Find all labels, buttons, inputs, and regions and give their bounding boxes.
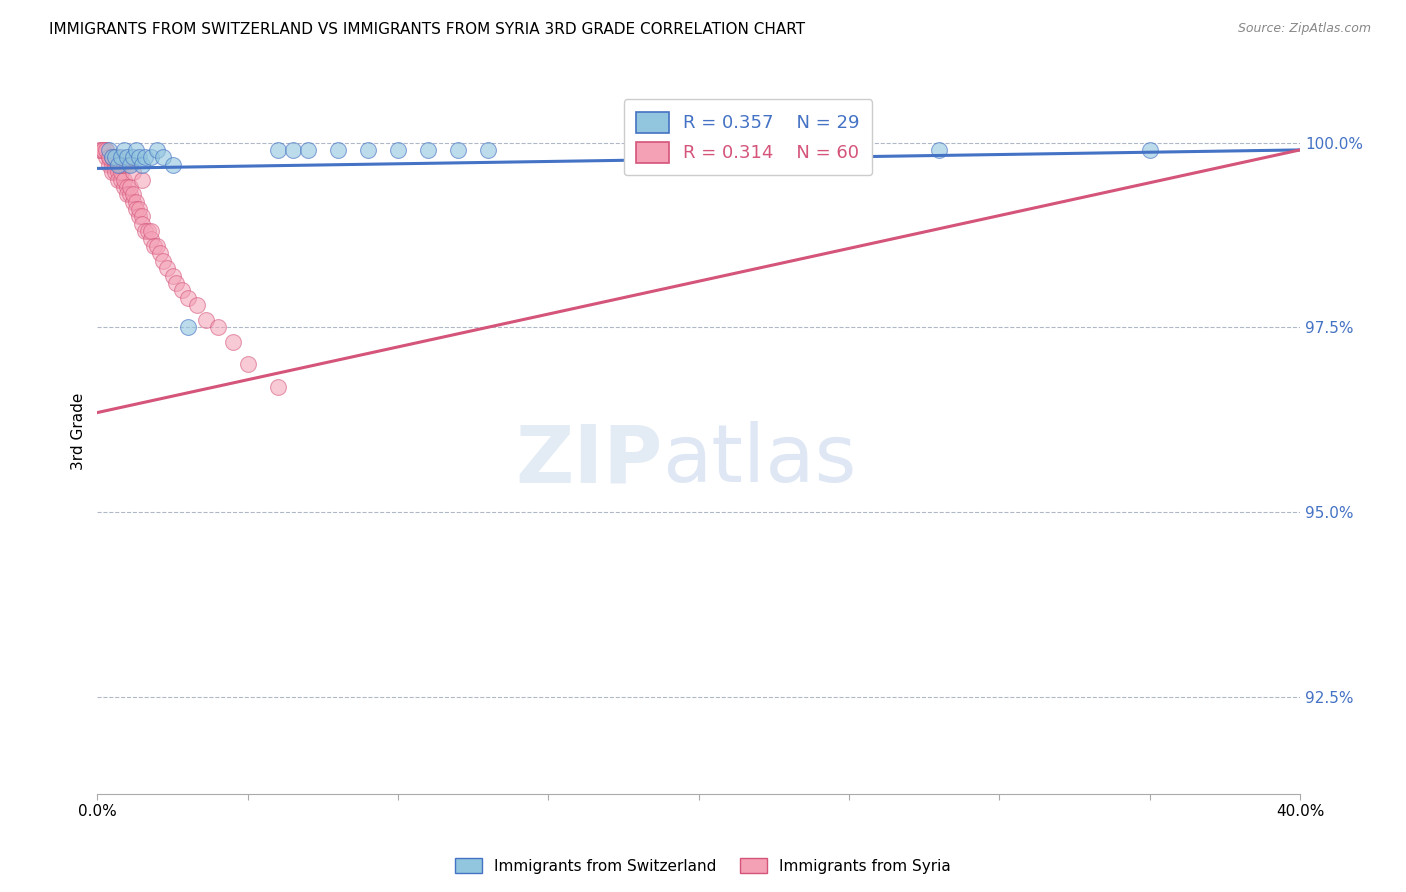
Point [110, 165, 132, 179]
Point [326, 143, 349, 157]
Point [120, 180, 142, 194]
Point [1139, 143, 1161, 157]
Point [128, 202, 150, 216]
Point [112, 180, 135, 194]
Point [110, 158, 132, 172]
Point [155, 261, 177, 276]
Point [96, 143, 118, 157]
Point [165, 276, 187, 290]
Point [117, 158, 139, 172]
Point [416, 143, 439, 157]
Point [104, 158, 127, 172]
Point [207, 320, 229, 334]
Point [134, 224, 156, 238]
Point [146, 239, 169, 253]
Point [104, 150, 127, 164]
Point [107, 172, 129, 186]
Point [152, 150, 174, 164]
Point [112, 143, 135, 157]
Point [122, 165, 145, 179]
Point [162, 158, 184, 172]
Point [112, 158, 135, 172]
Point [89, 143, 111, 157]
Legend: Immigrants from Switzerland, Immigrants from Syria: Immigrants from Switzerland, Immigrants … [449, 852, 957, 880]
Y-axis label: 3rd Grade: 3rd Grade [72, 392, 86, 470]
Point [104, 150, 127, 164]
Point [98, 158, 121, 172]
Point [267, 379, 290, 393]
Point [477, 143, 499, 157]
Point [96, 143, 118, 157]
Point [122, 187, 145, 202]
Point [131, 210, 153, 224]
Point [125, 202, 148, 216]
Point [107, 158, 129, 172]
Point [141, 150, 163, 164]
Point [146, 143, 169, 157]
Point [281, 143, 304, 157]
Point [297, 143, 319, 157]
Point [101, 150, 124, 164]
Point [101, 158, 124, 172]
Point [162, 268, 184, 283]
Point [131, 158, 153, 172]
Text: Source: ZipAtlas.com: Source: ZipAtlas.com [1237, 22, 1371, 36]
Point [93, 143, 115, 157]
Point [98, 150, 121, 164]
Point [221, 335, 243, 350]
Point [186, 298, 208, 312]
Point [107, 165, 129, 179]
Point [928, 143, 950, 157]
Point [112, 172, 135, 186]
Point [138, 224, 160, 238]
Point [98, 150, 121, 164]
Point [141, 224, 163, 238]
Point [101, 165, 124, 179]
Point [125, 194, 148, 209]
Point [447, 143, 470, 157]
Point [131, 217, 153, 231]
Point [110, 150, 132, 164]
Point [101, 150, 124, 164]
Point [120, 187, 142, 202]
Point [120, 158, 142, 172]
Point [141, 232, 163, 246]
Point [176, 320, 198, 334]
Point [117, 180, 139, 194]
Point [96, 150, 118, 164]
Point [149, 246, 172, 260]
Point [98, 143, 121, 157]
Point [387, 143, 409, 157]
Point [170, 284, 193, 298]
Point [194, 313, 217, 327]
Point [104, 165, 127, 179]
Point [152, 253, 174, 268]
Text: ZIP: ZIP [516, 421, 662, 499]
Point [110, 172, 132, 186]
Legend: R = 0.357    N = 29, R = 0.314    N = 60: R = 0.357 N = 29, R = 0.314 N = 60 [623, 99, 872, 176]
Text: atlas: atlas [662, 421, 858, 499]
Point [117, 150, 139, 164]
Point [122, 194, 145, 209]
Point [134, 150, 156, 164]
Point [176, 291, 198, 305]
Point [125, 143, 148, 157]
Point [122, 150, 145, 164]
Point [117, 187, 139, 202]
Point [93, 143, 115, 157]
Point [128, 150, 150, 164]
Point [89, 143, 111, 157]
Point [131, 172, 153, 186]
Point [128, 210, 150, 224]
Point [267, 143, 290, 157]
Text: IMMIGRANTS FROM SWITZERLAND VS IMMIGRANTS FROM SYRIA 3RD GRADE CORRELATION CHART: IMMIGRANTS FROM SWITZERLAND VS IMMIGRANT… [49, 22, 806, 37]
Point [143, 239, 166, 253]
Point [101, 150, 124, 164]
Point [357, 143, 380, 157]
Point [107, 150, 129, 164]
Point [236, 358, 259, 372]
